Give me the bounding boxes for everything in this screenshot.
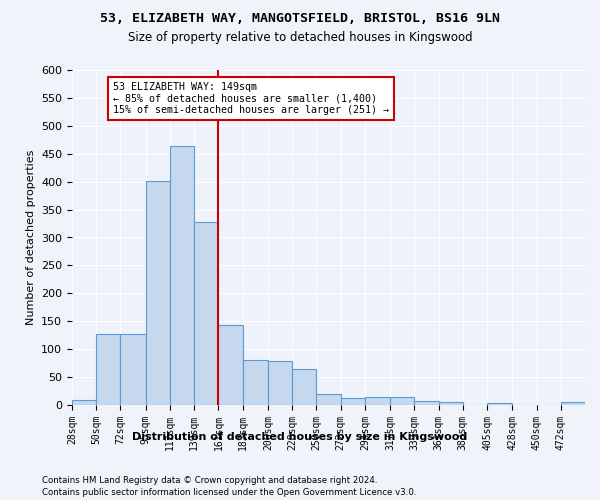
Text: Distribution of detached houses by size in Kingswood: Distribution of detached houses by size … bbox=[133, 432, 467, 442]
Bar bbox=[316, 394, 341, 405]
Bar bbox=[292, 368, 316, 405]
Bar bbox=[170, 146, 194, 405]
Bar bbox=[390, 396, 415, 405]
Bar bbox=[268, 361, 292, 405]
Text: Size of property relative to detached houses in Kingswood: Size of property relative to detached ho… bbox=[128, 31, 472, 44]
Bar bbox=[365, 396, 390, 405]
Text: 53, ELIZABETH WAY, MANGOTSFIELD, BRISTOL, BS16 9LN: 53, ELIZABETH WAY, MANGOTSFIELD, BRISTOL… bbox=[100, 12, 500, 26]
Bar bbox=[415, 401, 439, 405]
Bar bbox=[121, 334, 146, 405]
Bar bbox=[242, 360, 268, 405]
Bar bbox=[146, 181, 170, 405]
Bar bbox=[341, 398, 365, 405]
Bar bbox=[218, 325, 242, 405]
Text: 53 ELIZABETH WAY: 149sqm
← 85% of detached houses are smaller (1,400)
15% of sem: 53 ELIZABETH WAY: 149sqm ← 85% of detach… bbox=[113, 82, 389, 116]
Bar bbox=[487, 403, 512, 405]
Text: Contains HM Land Registry data © Crown copyright and database right 2024.: Contains HM Land Registry data © Crown c… bbox=[42, 476, 377, 485]
Y-axis label: Number of detached properties: Number of detached properties bbox=[26, 150, 35, 325]
Text: Contains public sector information licensed under the Open Government Licence v3: Contains public sector information licen… bbox=[42, 488, 416, 497]
Bar bbox=[561, 402, 585, 405]
Bar bbox=[72, 400, 96, 405]
Bar bbox=[96, 334, 121, 405]
Bar bbox=[194, 222, 218, 405]
Bar bbox=[439, 402, 463, 405]
